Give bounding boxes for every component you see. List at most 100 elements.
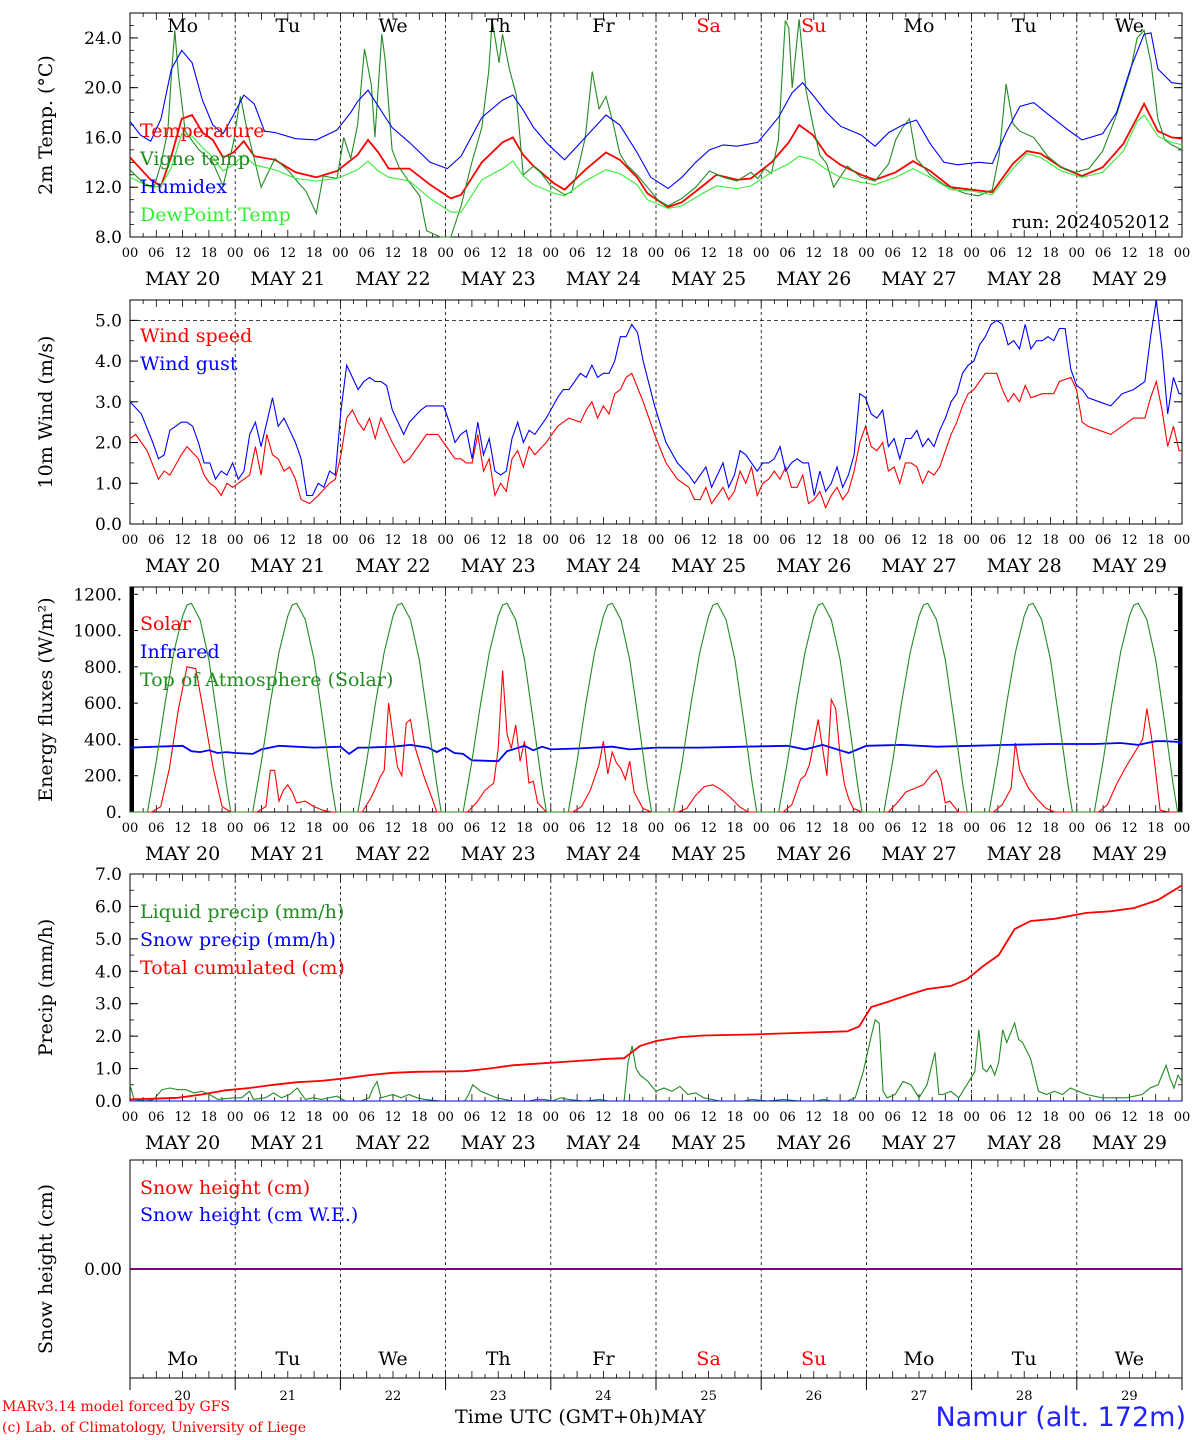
hour-label: 06 [253,1110,270,1125]
hour-label: 06 [884,821,901,836]
hour-label: 06 [358,246,375,261]
series-line [129,19,1183,238]
y-tick-label: 4.0 [95,352,122,372]
date-label: MAY 20 [145,843,220,865]
weekday-label: We [378,15,407,37]
hour-label: 18 [1042,1110,1059,1125]
y-tick-label: 0.0 [95,515,122,535]
hour-label: 18 [832,533,849,548]
hour-label: 00 [437,1110,454,1125]
date-label: MAY 24 [566,1132,641,1154]
hour-label: 06 [148,1110,165,1125]
hour-label: 12 [1121,533,1138,548]
day-number: 23 [490,1389,507,1404]
panel-5: 0.00 Snow height (cm) Snow height (cm) Snow… [35,1159,1183,1404]
hour-label: 00 [332,821,349,836]
hour-label: 12 [911,246,928,261]
y-tick-label: 16.0 [84,128,122,148]
date-label: MAY 27 [881,555,956,577]
date-label: MAY 23 [461,555,536,577]
series-line [129,114,1183,213]
hour-label: 00 [648,533,665,548]
hour-label: 18 [516,821,533,836]
hour-label: 12 [174,533,191,548]
weekday-label: Fr [592,1348,615,1370]
day-number: 21 [280,1389,297,1404]
hour-label: 00 [858,821,875,836]
hour-label: 12 [385,246,402,261]
hour-label: 06 [884,1110,901,1125]
legend-label: Solar [140,613,192,635]
hour-label: 06 [779,1110,796,1125]
hour-label: 06 [464,533,481,548]
hour-label: 00 [122,821,139,836]
hour-label: 06 [674,246,691,261]
hour-label: 18 [201,821,218,836]
y-tick-label: 2.0 [95,1027,122,1047]
legend-label: Snow precip (mm/h) [140,929,336,951]
date-label: MAY 28 [987,268,1062,290]
hour-label: 06 [253,246,270,261]
hour-label: 00 [1069,246,1086,261]
date-label: MAY 27 [881,268,956,290]
y-tick-label: 1.0 [95,474,122,494]
hour-label: 18 [306,533,323,548]
y-tick-label: 7.0 [95,865,122,885]
y-tick-label: 3.0 [95,393,122,413]
day-number: 26 [806,1389,823,1404]
hour-label: 18 [1042,533,1059,548]
legend-label: Top of Atmosphere (Solar) [140,669,393,691]
date-label: MAY 21 [250,843,325,865]
hour-label: 00 [122,1110,139,1125]
weekday-label: Tu [1012,1348,1037,1370]
date-label: MAY 22 [355,843,430,865]
hour-label: 12 [385,821,402,836]
day-number: 28 [1016,1389,1033,1404]
hour-label: 12 [806,533,823,548]
weekday-label: Mo [904,1348,935,1370]
hour-label: 06 [884,533,901,548]
hour-label: 18 [727,1110,744,1125]
hour-label: 12 [490,533,507,548]
hour-label: 12 [280,533,297,548]
hour-label: 06 [674,533,691,548]
y-tick-label: 1000. [73,622,122,642]
date-label: MAY 26 [776,1132,851,1154]
date-label: MAY 22 [355,1132,430,1154]
hour-label: 00 [753,821,770,836]
date-label: MAY 27 [881,1132,956,1154]
legend-label: Snow height (cm) [140,1177,310,1199]
date-label: MAY 28 [987,555,1062,577]
hour-label: 00 [122,246,139,261]
hour-label: 18 [832,246,849,261]
hour-label: 06 [1095,533,1112,548]
series-line [129,372,1182,510]
hour-label: 12 [174,1110,191,1125]
date-label: MAY 22 [355,555,430,577]
hour-label: 00 [858,246,875,261]
hour-label: 18 [832,821,849,836]
hour-label: 18 [937,1110,954,1125]
legend-label: Infrared [140,641,220,663]
date-label: MAY 22 [355,268,430,290]
legend-label: Wind speed [140,325,252,347]
series-line [129,32,1183,190]
weekday-label: Mo [167,1348,198,1370]
y-tick-label: 3.0 [95,995,122,1015]
hour-label: 00 [648,821,665,836]
hour-label: 00 [1174,821,1191,836]
hour-label: 18 [411,533,428,548]
hour-label: 18 [411,246,428,261]
hour-label: 18 [516,1110,533,1125]
hour-label: 12 [280,821,297,836]
day-number: 25 [700,1389,717,1404]
hour-label: 12 [700,821,717,836]
date-label: MAY 29 [1092,1132,1167,1154]
hour-label: 12 [490,1110,507,1125]
hour-label: 06 [569,1110,586,1125]
weekday-label: Th [486,15,511,37]
legend-label: Liquid precip (mm/h) [140,901,344,923]
series-line [129,1018,1183,1102]
hour-label: 12 [1016,246,1033,261]
